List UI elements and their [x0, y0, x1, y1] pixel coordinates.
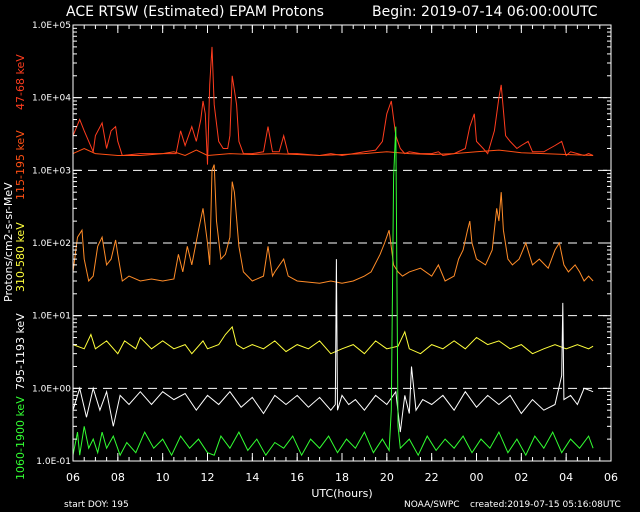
start-doy: start DOY: 195 [64, 500, 129, 510]
x-tick-label: 04 [559, 471, 573, 484]
x-tick-label: 06 [604, 471, 618, 484]
x-tick-label: 02 [514, 471, 528, 484]
series-line-0 [72, 46, 594, 165]
x-tick-label: 12 [201, 471, 215, 484]
y-tick-label: 1.0E+00 [32, 384, 71, 394]
series-lines [72, 46, 594, 457]
left-axis-labels: Protons/cm2-s-sr-MeV [2, 182, 15, 302]
series-label-795: 795-1193 keV [14, 313, 27, 390]
created-label: created:2019-07-15 05:16:08UTC [470, 500, 621, 510]
y-tick-label: 1.0E+01 [32, 312, 71, 322]
series-label-310: 310-580 keV [14, 222, 27, 292]
x-tick-label: 10 [156, 471, 170, 484]
series-line-2 [72, 164, 594, 284]
y-axis-title: Protons/cm2-s-sr-MeV [2, 182, 15, 302]
y-tick-label: 1.0E+05 [32, 21, 71, 31]
series-label-115: 115-195 keV [14, 130, 27, 200]
series-line-5 [72, 126, 594, 457]
y-tick-label: 1.0E-01 [36, 457, 71, 467]
series-label-47: 47-68 keV [14, 54, 27, 110]
x-tick-label: 06 [66, 471, 80, 484]
chart-title: ACE RTSW (Estimated) EPAM Protons [66, 4, 324, 20]
x-tick-label: 20 [380, 471, 394, 484]
x-tick-label: 14 [245, 471, 259, 484]
series-line-1 [72, 147, 594, 157]
x-tick-label: 00 [470, 471, 484, 484]
y-tick-label: 1.0E+03 [32, 166, 71, 176]
y-tick-label: 1.0E+02 [32, 239, 71, 249]
x-axis: 06 08 10 12 14 16 18 20 22 00 02 04 06 [66, 25, 618, 484]
x-tick-label: 18 [335, 471, 349, 484]
series-line-3 [72, 325, 594, 355]
series-axis-labels: 1060-1900 keV 795-1193 keV 310-580 keV 1… [14, 54, 27, 480]
x-tick-label: 22 [425, 471, 439, 484]
y-tick-label: 1.0E+04 [32, 94, 71, 104]
series-label-1060: 1060-1900 keV [14, 396, 27, 480]
x-tick-label: 08 [111, 471, 125, 484]
source-label: NOAA/SWPC [404, 500, 460, 510]
y-axis: 1.0E+05 1.0E+04 1.0E+03 1.0E+02 1.0E+01 1.0E+… [32, 21, 611, 467]
begin-label: Begin: 2019-07-14 06:00:00UTC [372, 4, 598, 20]
x-tick-label: 16 [290, 471, 304, 484]
gridlines [73, 97, 611, 389]
series-line-4 [72, 259, 594, 433]
x-axis-title: UTC(hours) [311, 487, 372, 500]
